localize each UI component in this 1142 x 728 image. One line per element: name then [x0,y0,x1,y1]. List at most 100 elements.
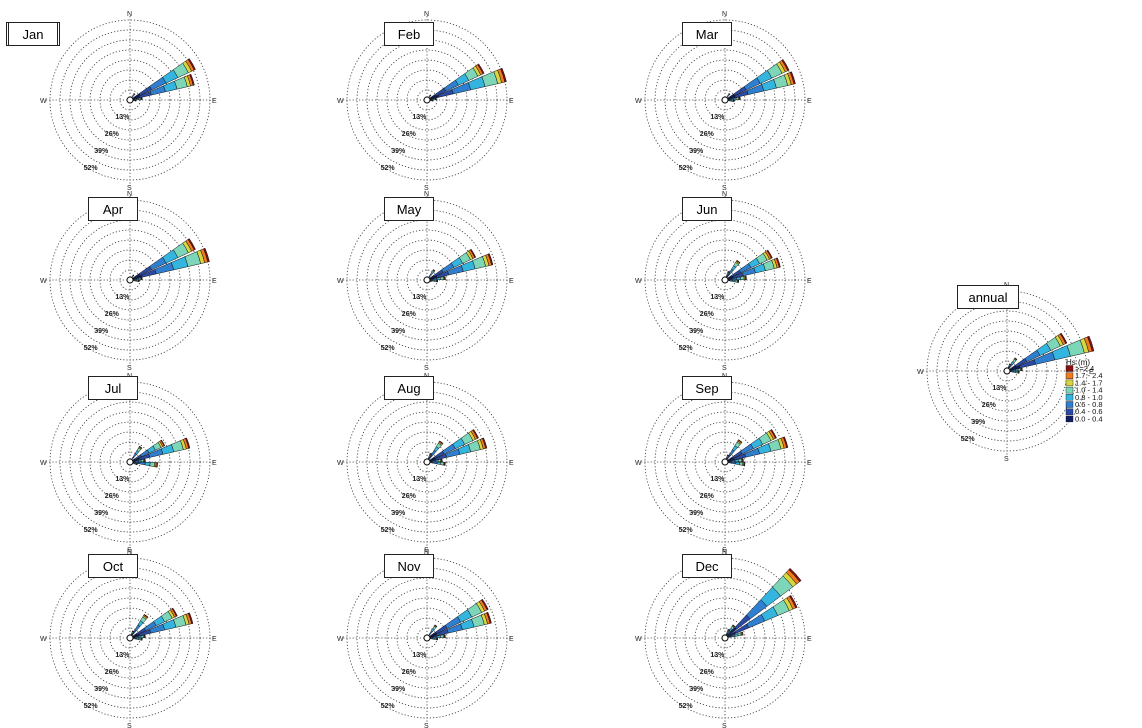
ring [99,431,161,493]
center-marker [1003,367,1011,375]
petal-segment [432,461,438,465]
compass-label-n: N [424,549,429,556]
compass-label-s: S [722,365,727,372]
ring-label: 13% [115,114,130,121]
ring [386,421,468,503]
petal-segment [132,274,135,276]
ring-label: 52% [381,345,396,352]
ring [976,340,1038,402]
ring-label: 52% [84,527,99,534]
petal-segment [187,612,194,625]
ring [99,69,161,131]
petal-segment [739,462,744,466]
panel-title-sep: Sep [682,376,732,400]
petal-segment [439,634,444,639]
petal-segment [732,624,736,627]
ring [376,229,478,331]
compass-label-w: W [337,460,344,467]
ring-label: 26% [402,131,417,138]
legend-label: 0.8 - 1.0 [1075,393,1103,402]
ring-label: 13% [710,652,725,659]
panel-title-dec: Dec [682,554,732,578]
petal-segment [731,461,737,465]
center-marker [721,458,729,466]
ring-label: 13% [412,114,427,121]
legend-title: Hs (m) [1066,358,1090,367]
center-marker [126,96,134,104]
petal-segment [782,436,789,449]
ring-label: 26% [105,493,120,500]
ring [79,229,181,331]
hs-legend: Hs (m)>=2.41.7 - 2.41.4 - 1.71.0 - 1.40.… [1065,358,1103,423]
wind-rose-feb: N E S W 13% 26% 39% 52% [337,11,514,192]
petal-segment [480,598,489,611]
ring-label: 13% [115,652,130,659]
petal-segment [133,278,138,281]
petal-segment [1015,368,1019,372]
ring [79,411,181,513]
petal-segment [788,567,802,583]
petal-segment [444,276,446,280]
center-marker [721,96,729,104]
legend-swatch [1065,386,1074,394]
wind-rose-may: N E S W 13% 26% 39% 52% [337,191,514,372]
petal-segment [138,635,142,639]
legend-swatch [1065,379,1074,387]
ring-label: 26% [402,493,417,500]
petal-segment [436,277,441,281]
ring-label: 52% [679,165,694,172]
petal-segment [435,459,439,463]
compass-label-e: E [212,278,217,285]
legend-swatch [1065,401,1074,408]
compass-label-w: W [917,369,924,376]
legend-swatch [1065,372,1074,379]
wind-rose-nov: N E S W 13% 26% 39% 52% [337,549,514,728]
legend-label: 1.0 - 1.4 [1075,386,1103,395]
ring [684,239,766,321]
ring-label: 52% [381,527,396,534]
petal-segment [185,437,191,449]
petal-segment [203,247,210,263]
petal-segment [737,439,743,444]
compass-label-e: E [807,278,812,285]
ring-label: 39% [689,328,704,335]
petal-segment [736,259,741,264]
compass-label-e: E [212,98,217,105]
panel-title-oct: Oct [88,554,138,578]
petal-segment [138,459,142,463]
center-marker [721,276,729,284]
compass-label-e: E [807,98,812,105]
petal-segment [1059,332,1068,344]
ring [956,320,1058,422]
ring-label: 39% [391,148,406,155]
ring [694,249,756,311]
ring [386,239,468,321]
petal-segment [133,637,138,640]
legend-label: 1.4 - 1.7 [1075,378,1103,387]
center-marker [423,634,431,642]
ring-label: 39% [391,686,406,693]
ring [674,587,776,689]
wind-rose-jan: N E S W 13% 26% 39% 52% [40,11,217,192]
petal-segment [472,429,479,439]
compass-label-s: S [127,185,132,192]
center-marker [126,634,134,642]
ring-label: 39% [391,328,406,335]
petal-segment [766,249,773,259]
compass-label-n: N [127,549,132,556]
petal-segment [770,429,777,439]
compass-label-w: W [635,98,642,105]
compass-label-w: W [337,636,344,643]
petal-segment [1021,367,1023,371]
ring-label: 26% [700,131,715,138]
ring-label: 26% [105,131,120,138]
petal-segment [439,440,444,445]
legend-label: 0.6 - 0.8 [1075,400,1103,409]
panel-title-mar: Mar [682,22,732,46]
ring [386,59,468,141]
petal-segment [469,248,477,259]
ring [396,69,458,131]
petal-segment [727,461,732,464]
compass-label-w: W [337,98,344,105]
